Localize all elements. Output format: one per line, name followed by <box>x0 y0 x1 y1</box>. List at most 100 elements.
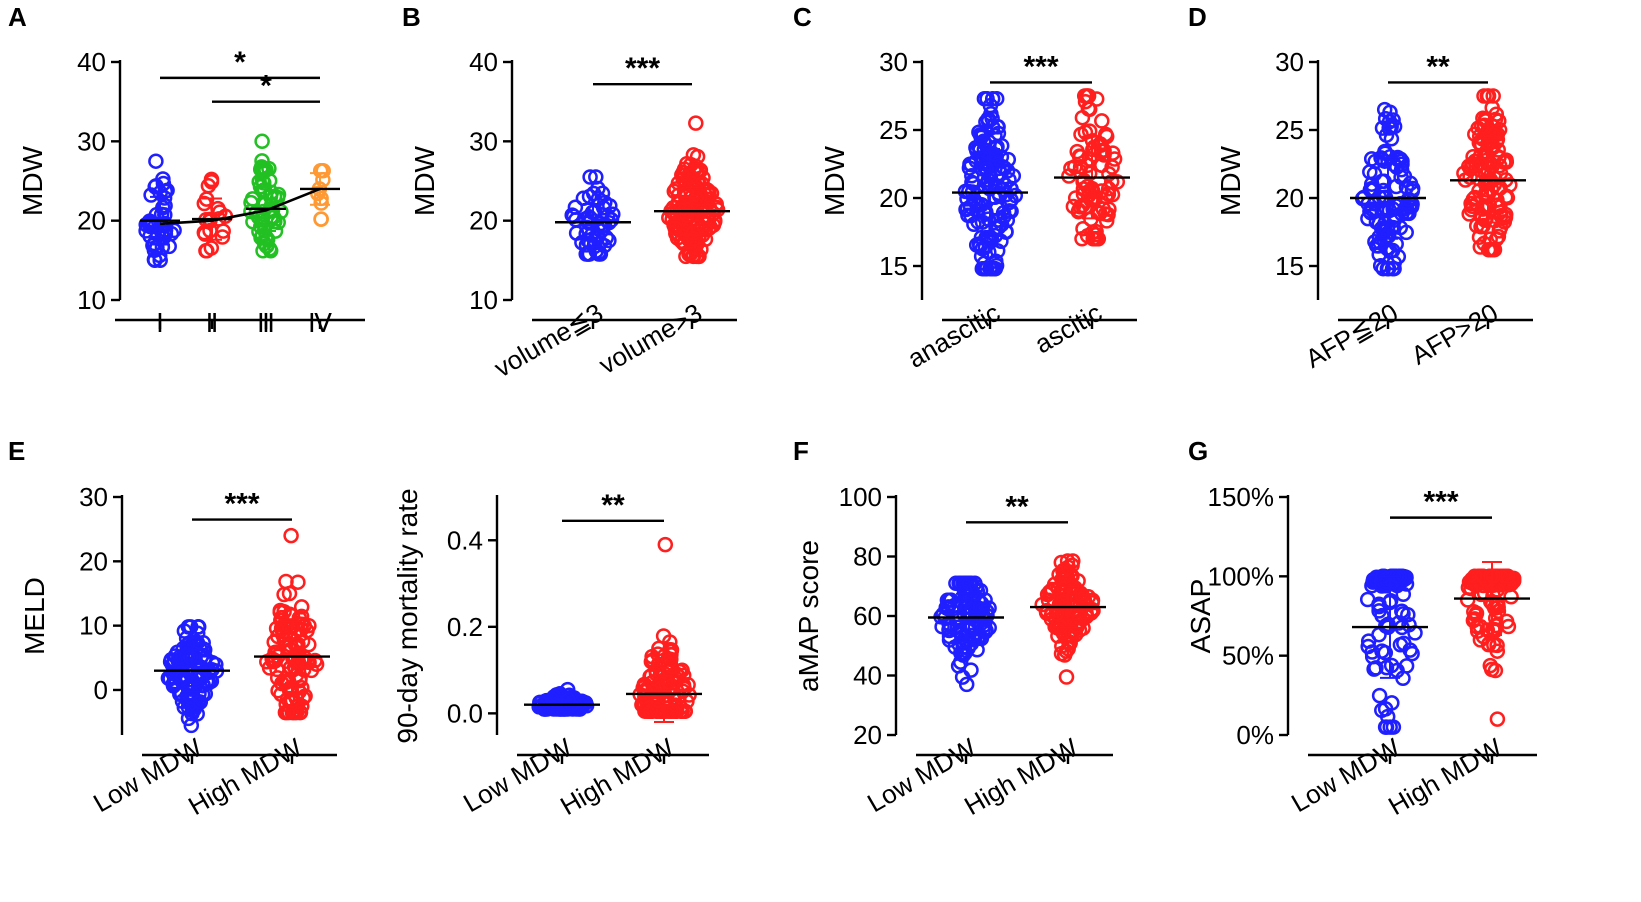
data-point <box>1487 662 1504 679</box>
data-point <box>934 618 950 635</box>
panel-letter: G <box>1188 436 1208 466</box>
y-axis-label: MDW <box>819 145 850 216</box>
significance-label: *** <box>1023 50 1058 83</box>
data-point <box>1382 719 1398 735</box>
data-point <box>313 211 329 227</box>
y-tick-label: 30 <box>879 47 908 77</box>
data-point <box>293 599 310 615</box>
data-point <box>1071 609 1088 626</box>
data-point <box>964 174 980 191</box>
data-point <box>275 618 292 634</box>
y-axis-label: 90-day mortality rate <box>392 488 423 743</box>
category-label: Ⅱ <box>206 309 219 338</box>
data-point <box>590 190 607 207</box>
panel-letter: B <box>402 2 421 32</box>
data-point <box>1465 156 1481 173</box>
data-point <box>1104 186 1121 203</box>
data-point <box>1475 201 1491 217</box>
y-tick-label: 40 <box>77 47 106 77</box>
data-point <box>1379 708 1396 725</box>
y-tick-label: 0.4 <box>447 525 483 555</box>
data-point <box>1364 649 1381 665</box>
category-label: AFP>20 <box>1406 297 1503 370</box>
data-point <box>959 200 976 217</box>
data-point <box>1088 91 1105 107</box>
category-label: Low MDW <box>458 732 577 818</box>
significance-label: * <box>260 70 272 103</box>
data-point <box>648 662 664 679</box>
data-point <box>670 175 687 191</box>
category-label: Low MDW <box>1286 732 1405 818</box>
y-axis-label: MDW <box>17 145 48 216</box>
data-point <box>1003 203 1019 220</box>
data-point <box>1385 112 1401 128</box>
data-point <box>581 188 598 205</box>
data-point <box>592 235 609 251</box>
category-label: Ⅲ <box>257 309 275 338</box>
data-point <box>688 190 705 206</box>
data-point <box>1398 224 1414 241</box>
data-point <box>214 229 231 245</box>
category-label: Ⅰ <box>156 309 164 338</box>
data-point <box>196 195 213 212</box>
data-point <box>1380 260 1397 277</box>
data-point <box>1097 206 1114 222</box>
data-point <box>276 603 292 620</box>
data-point <box>1396 635 1412 652</box>
data-point <box>193 671 209 687</box>
data-point <box>1394 153 1410 169</box>
data-point <box>687 181 704 197</box>
data-point <box>313 195 329 211</box>
data-point <box>667 220 683 236</box>
data-point <box>1074 109 1091 126</box>
y-tick-label: 60 <box>853 601 882 631</box>
data-point <box>1473 118 1490 134</box>
data-point <box>979 161 995 177</box>
data-point <box>978 229 994 246</box>
data-point <box>963 621 979 637</box>
data-point <box>1071 202 1087 219</box>
data-point <box>280 673 297 689</box>
data-point <box>973 229 990 246</box>
panel-D: D 15 20 25 30 MDW AFP≦20 AFP>20 ** <box>1188 2 1533 374</box>
y-axis-label: MDW <box>409 145 440 216</box>
category-label: Ⅳ <box>308 309 332 338</box>
data-point <box>1088 223 1104 240</box>
data-point <box>1073 126 1089 143</box>
data-point <box>989 243 1006 259</box>
data-point <box>252 161 269 178</box>
y-axis-label: MDW <box>1215 145 1246 216</box>
y-tick-label: 30 <box>469 126 498 156</box>
data-point <box>200 178 217 194</box>
data-point <box>1382 104 1398 120</box>
data-point <box>157 226 174 242</box>
data-point <box>1360 210 1376 227</box>
y-tick-label: 10 <box>469 285 498 315</box>
data-point <box>138 216 154 233</box>
data-point <box>662 634 678 650</box>
data-point <box>301 636 317 653</box>
data-point <box>1041 584 1058 600</box>
data-point <box>1068 617 1084 634</box>
data-point <box>693 241 709 258</box>
data-point <box>660 674 677 690</box>
data-point <box>307 652 323 669</box>
data-point <box>1039 586 1056 603</box>
data-point <box>190 619 206 635</box>
y-tick-label: 20 <box>77 206 106 236</box>
y-tick-label: 100% <box>1208 561 1275 591</box>
y-axis-label: aMAP score <box>793 540 824 692</box>
data-point <box>258 238 275 254</box>
data-point <box>1472 239 1489 255</box>
y-tick-label: 0.0 <box>447 698 483 728</box>
y-tick-label: 40 <box>853 661 882 691</box>
data-point <box>1486 241 1503 258</box>
data-point <box>643 653 660 670</box>
data-point <box>1471 183 1487 199</box>
data-point <box>673 233 690 249</box>
data-point <box>1359 591 1376 608</box>
data-point <box>1480 636 1497 653</box>
data-point <box>203 174 220 190</box>
data-point <box>182 649 199 665</box>
